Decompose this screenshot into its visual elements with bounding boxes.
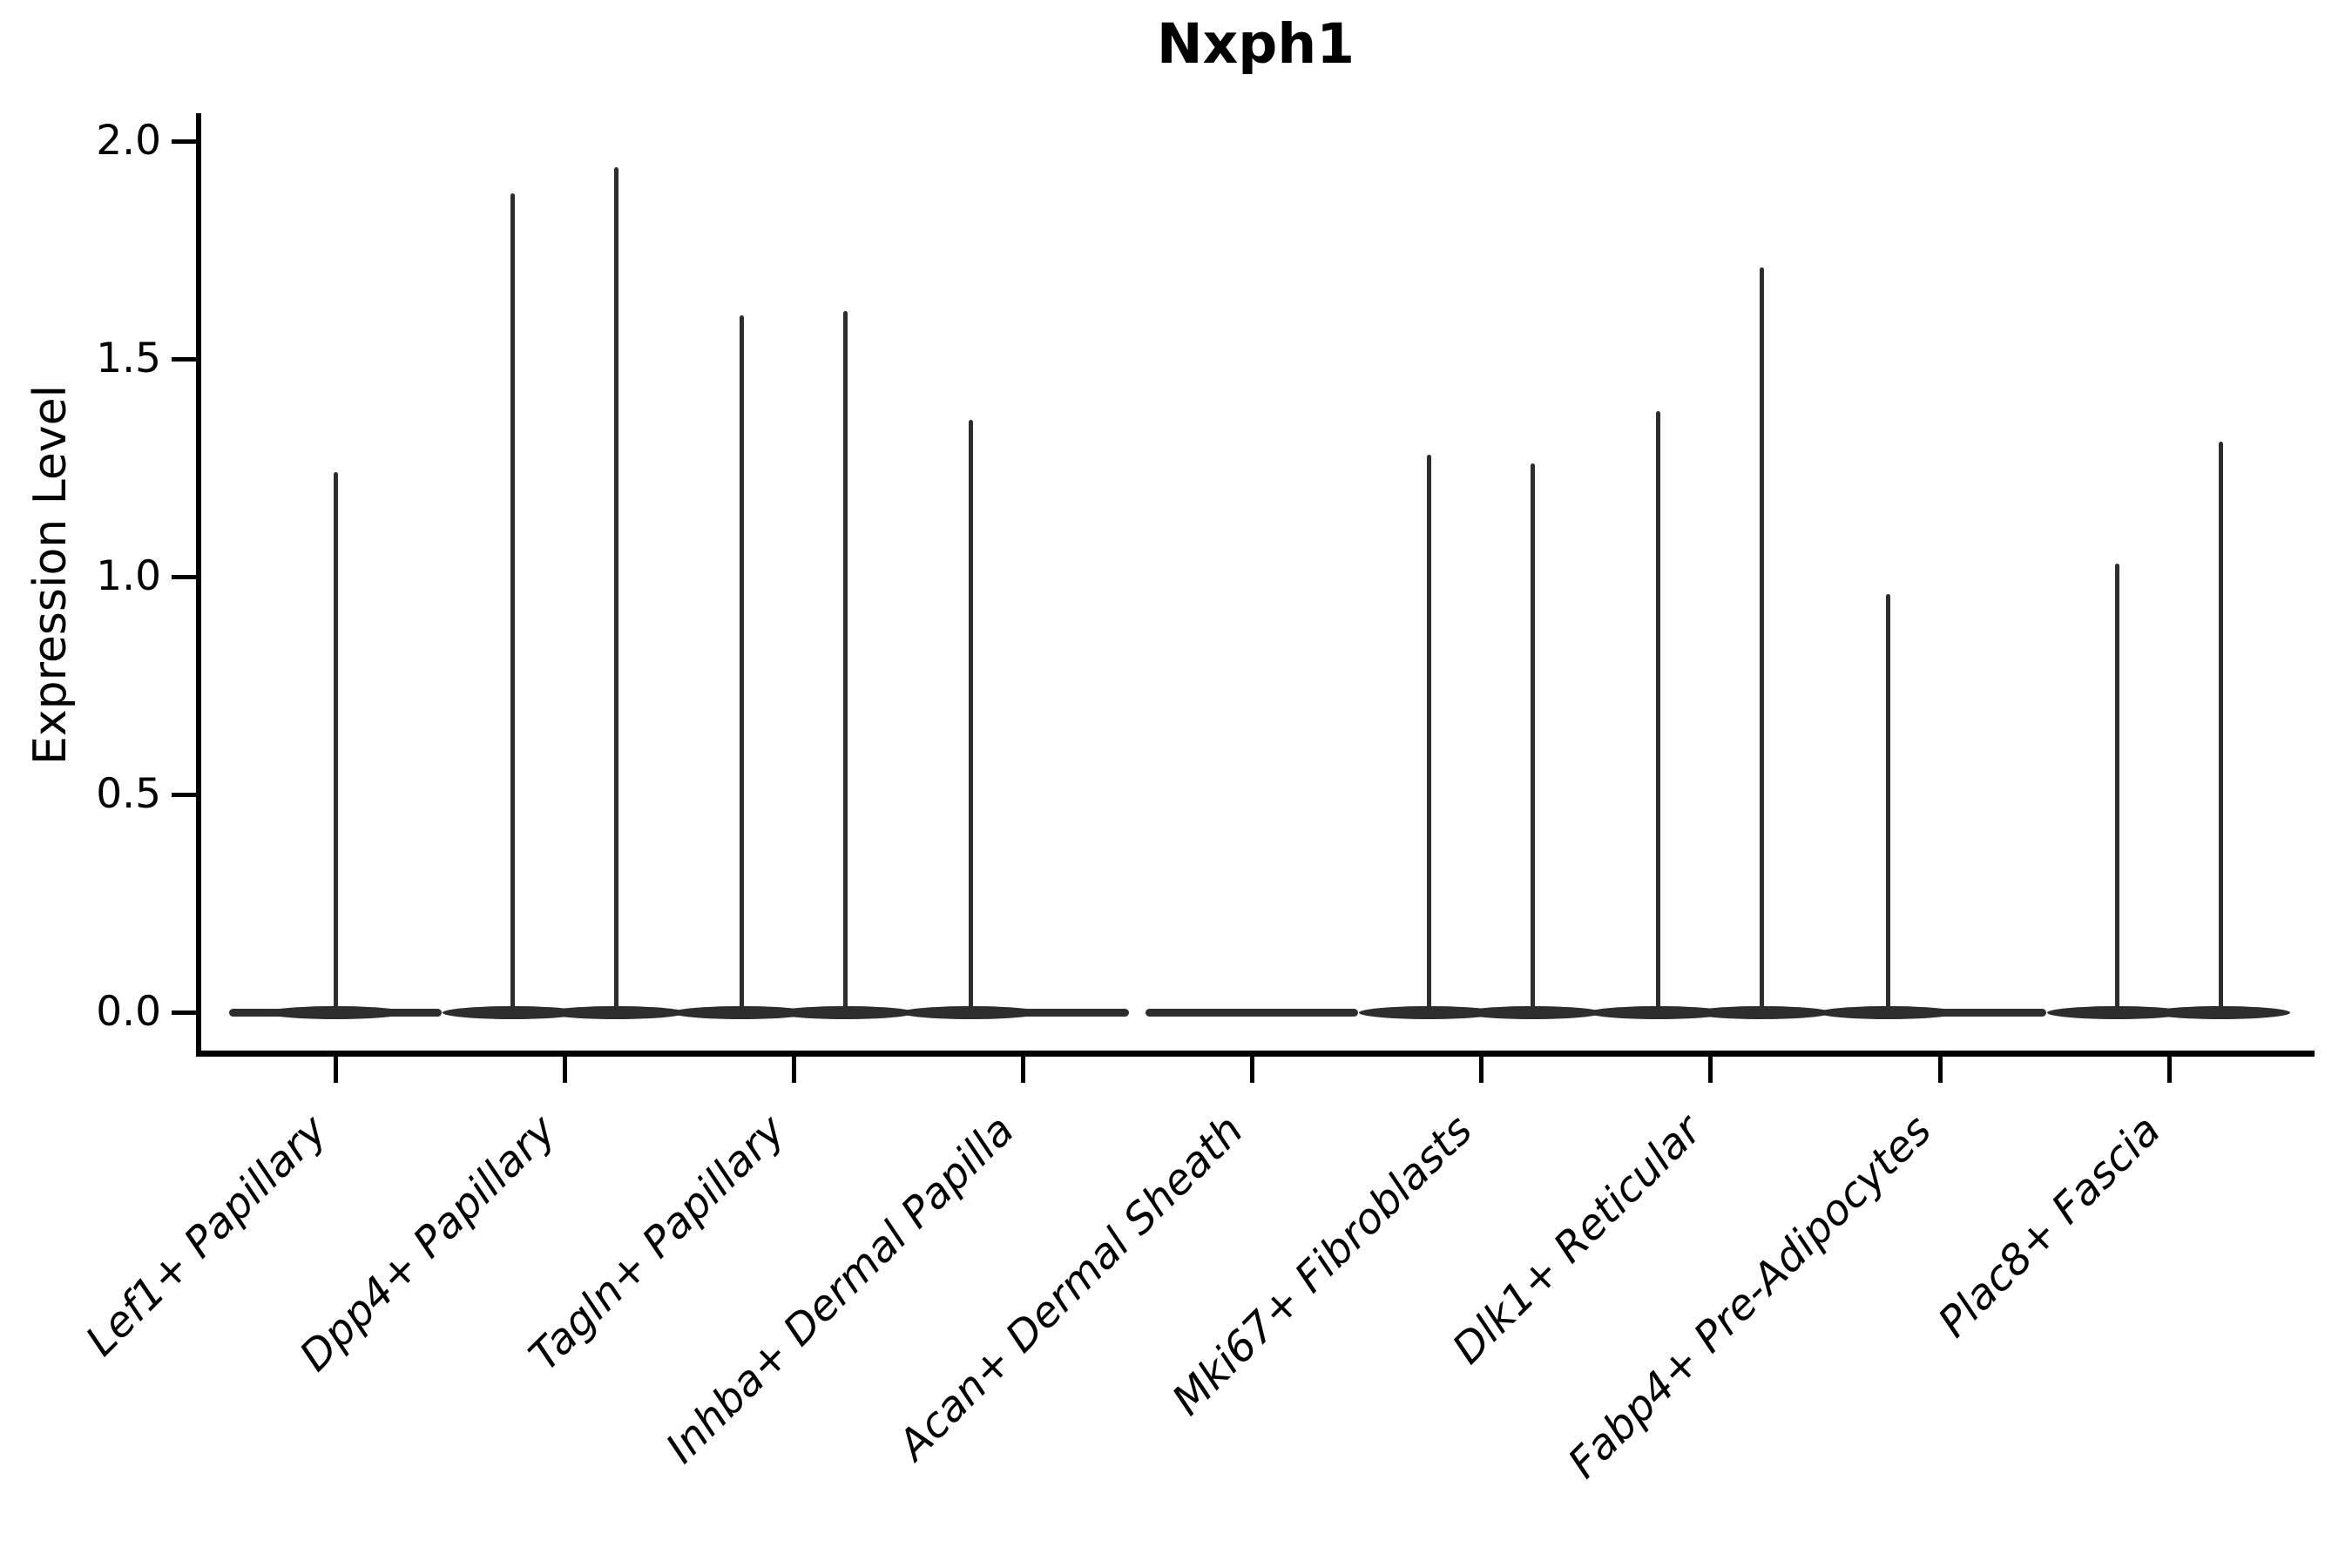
violin-max-spike bbox=[843, 311, 848, 1016]
x-tick-mark bbox=[334, 1057, 338, 1083]
y-tick-mark bbox=[172, 1010, 196, 1015]
y-tick-label: 0.0 bbox=[96, 988, 161, 1036]
x-tick-mark bbox=[563, 1057, 567, 1083]
violin-max-spike bbox=[969, 420, 973, 1016]
violin-max-spike bbox=[614, 167, 618, 1016]
violin-max-spike bbox=[1656, 411, 1660, 1016]
y-tick-label: 1.0 bbox=[96, 552, 161, 600]
violin-max-spike bbox=[510, 193, 515, 1016]
x-tick-mark bbox=[1021, 1057, 1025, 1083]
violin-max-spike bbox=[2219, 442, 2223, 1016]
violin-max-spike bbox=[334, 472, 338, 1016]
y-tick-mark bbox=[172, 357, 196, 362]
violin-max-spike bbox=[1760, 267, 1764, 1016]
x-tick-mark bbox=[1708, 1057, 1713, 1083]
x-tick-mark bbox=[792, 1057, 796, 1083]
y-tick-mark bbox=[172, 793, 196, 797]
x-tick-mark bbox=[2167, 1057, 2172, 1083]
violin-max-spike bbox=[740, 315, 744, 1016]
violin-baseline bbox=[1146, 1009, 1358, 1017]
y-tick-label: 1.5 bbox=[96, 335, 161, 382]
y-axis-spine bbox=[196, 113, 201, 1057]
y-tick-label: 0.5 bbox=[96, 770, 161, 818]
x-axis-spine bbox=[196, 1051, 2315, 1057]
y-tick-mark bbox=[172, 575, 196, 579]
y-tick-label: 2.0 bbox=[96, 117, 161, 165]
violin-max-spike bbox=[1886, 594, 1890, 1016]
violin-max-spike bbox=[1427, 455, 1431, 1016]
violin-max-spike bbox=[2115, 564, 2119, 1016]
y-tick-mark bbox=[172, 139, 196, 144]
plot-title: Nxph1 bbox=[1156, 12, 1355, 76]
violin-max-spike bbox=[1531, 463, 1535, 1016]
x-tick-mark bbox=[1938, 1057, 1943, 1083]
x-tick-mark bbox=[1250, 1057, 1254, 1083]
x-tick-mark bbox=[1479, 1057, 1484, 1083]
